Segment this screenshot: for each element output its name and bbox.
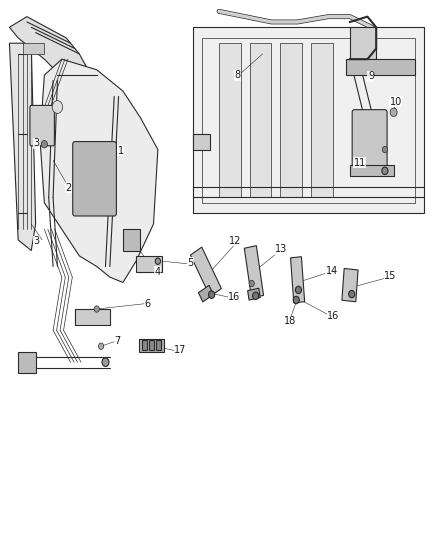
Text: 3: 3 xyxy=(33,138,39,148)
Polygon shape xyxy=(350,165,394,176)
Text: 15: 15 xyxy=(384,271,396,281)
Text: 4: 4 xyxy=(155,267,161,277)
Text: 14: 14 xyxy=(325,266,338,276)
Polygon shape xyxy=(40,59,158,282)
Polygon shape xyxy=(10,17,88,86)
Text: 8: 8 xyxy=(234,70,240,80)
Text: 11: 11 xyxy=(353,158,366,168)
Text: 13: 13 xyxy=(275,245,287,254)
Polygon shape xyxy=(350,27,376,59)
FancyBboxPatch shape xyxy=(30,106,54,146)
Circle shape xyxy=(295,286,301,294)
Circle shape xyxy=(52,101,63,114)
Polygon shape xyxy=(136,256,162,272)
Polygon shape xyxy=(219,43,241,197)
Polygon shape xyxy=(149,341,154,350)
Circle shape xyxy=(94,306,99,312)
Polygon shape xyxy=(10,43,35,251)
Circle shape xyxy=(390,108,397,117)
FancyBboxPatch shape xyxy=(73,142,117,216)
Circle shape xyxy=(293,296,299,304)
Circle shape xyxy=(99,343,104,350)
Text: 17: 17 xyxy=(174,345,187,356)
FancyBboxPatch shape xyxy=(352,110,387,168)
Polygon shape xyxy=(247,288,260,300)
Text: 12: 12 xyxy=(230,236,242,246)
Polygon shape xyxy=(290,257,305,303)
Polygon shape xyxy=(280,43,302,197)
Polygon shape xyxy=(250,43,272,197)
Polygon shape xyxy=(342,269,358,302)
Text: 1: 1 xyxy=(118,146,124,156)
Text: 7: 7 xyxy=(115,336,121,346)
Polygon shape xyxy=(18,352,35,373)
Text: 10: 10 xyxy=(390,96,402,107)
Polygon shape xyxy=(123,229,141,251)
Polygon shape xyxy=(142,341,147,350)
Text: 16: 16 xyxy=(228,292,240,302)
Text: 5: 5 xyxy=(187,258,194,268)
Circle shape xyxy=(382,167,388,174)
Circle shape xyxy=(349,290,355,298)
Circle shape xyxy=(102,358,109,367)
Polygon shape xyxy=(75,309,110,325)
Text: 6: 6 xyxy=(144,298,150,309)
Polygon shape xyxy=(22,43,44,54)
Circle shape xyxy=(249,280,254,287)
Circle shape xyxy=(155,258,160,264)
Polygon shape xyxy=(139,338,164,352)
Circle shape xyxy=(208,291,215,298)
Text: 9: 9 xyxy=(368,71,374,81)
Polygon shape xyxy=(198,285,213,302)
Polygon shape xyxy=(346,59,416,75)
Polygon shape xyxy=(193,134,210,150)
Polygon shape xyxy=(155,341,161,350)
Circle shape xyxy=(41,141,47,148)
Polygon shape xyxy=(244,246,264,298)
Text: 18: 18 xyxy=(284,316,296,326)
Circle shape xyxy=(382,147,388,153)
Polygon shape xyxy=(311,43,332,197)
Text: 16: 16 xyxy=(327,311,339,321)
Text: 2: 2 xyxy=(65,183,71,193)
Polygon shape xyxy=(191,247,221,296)
Polygon shape xyxy=(193,27,424,213)
Text: 3: 3 xyxy=(33,236,39,246)
Circle shape xyxy=(253,292,259,300)
